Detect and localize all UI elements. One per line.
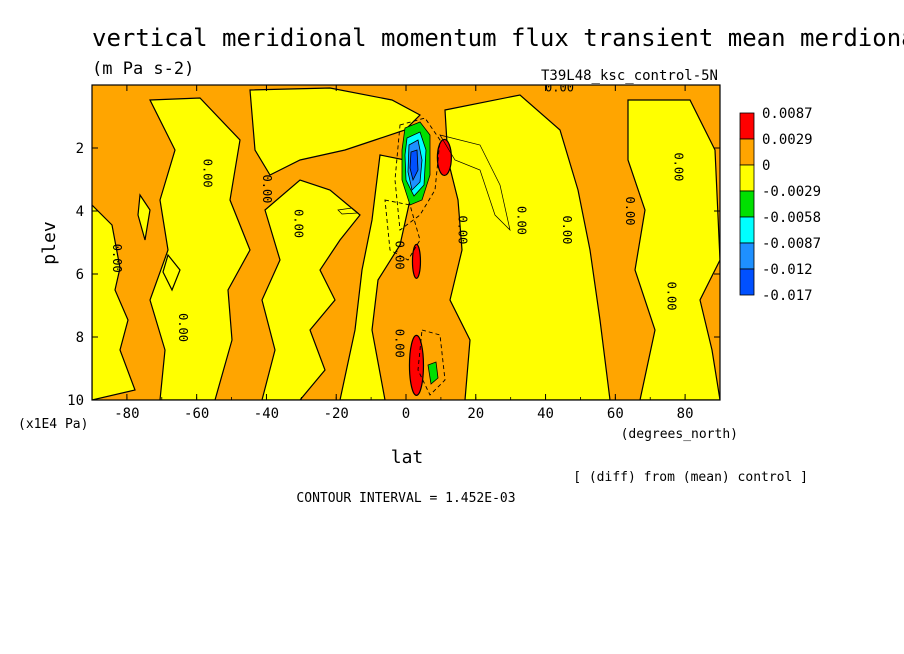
x-tick-label: 80 <box>677 406 694 422</box>
contour-label: 0.00 <box>455 215 469 244</box>
legend-level-label: -0.017 <box>762 288 813 304</box>
thin-contour-2 <box>337 207 359 215</box>
x-units: (degrees_north) <box>621 427 738 442</box>
region-nh-yellow-east <box>444 94 611 400</box>
dashed-contour-3 <box>417 329 446 396</box>
legend-level-label: -0.0087 <box>762 236 821 252</box>
contour-interval: CONTOUR INTERVAL = 1.452E-03 <box>296 491 515 506</box>
x-tick-label: -60 <box>184 406 209 422</box>
legend-level-label: -0.0058 <box>762 210 821 226</box>
legend-swatch <box>739 268 755 296</box>
region-nh-yellow-far <box>627 99 720 400</box>
chart-units: (m Pa s-2) <box>92 59 194 79</box>
contour-label: 0.00 <box>515 206 529 235</box>
contour-label: 0.00 <box>672 152 686 181</box>
legend-level-label: 0 <box>762 158 770 174</box>
y-tick-label: 4 <box>76 204 84 220</box>
footer-note: [ (diff) from (mean) control ] <box>573 470 808 485</box>
x-axis-label: lat <box>391 447 424 468</box>
legend-level-label: -0.012 <box>762 262 813 278</box>
x-axis: -80 -60 -40 -20 0 20 40 60 80 <box>91 85 721 422</box>
contour-label: 0.00 <box>291 209 305 238</box>
x-tick-label: 60 <box>607 406 624 422</box>
legend-swatch <box>739 164 755 192</box>
negative-core <box>401 121 439 385</box>
dashed-contour-2 <box>384 199 421 261</box>
thin-contours <box>337 134 511 232</box>
legend-level-label: 0.0029 <box>762 132 813 148</box>
legend-swatch <box>739 216 755 244</box>
contour-label: 0.00 <box>260 174 274 203</box>
region-red-lower <box>408 334 425 396</box>
color-legend: 0.0087 0.0029 0 -0.0029 -0.0058 -0.0087 -0.012… <box>739 106 821 304</box>
region-core-deep-blue <box>409 149 419 182</box>
contour-label: 0.00 <box>393 329 407 358</box>
contour-label: 0.00 <box>110 244 124 273</box>
contour-label: 0.00 <box>201 159 215 188</box>
legend-level-label: -0.0029 <box>762 184 821 200</box>
x-tick-label: -40 <box>254 406 279 422</box>
y-tick-label: 8 <box>76 330 84 346</box>
contour-label: 0.00 <box>176 313 190 342</box>
region-sh-yellow-west <box>92 204 136 400</box>
legend-swatch <box>739 190 755 218</box>
contour-label: 0.00 <box>560 215 574 244</box>
y-tick-label: 2 <box>76 141 84 157</box>
x-tick-label: 0 <box>402 406 410 422</box>
run-label: T39L48_ksc_control-5N <box>541 68 718 84</box>
region-tropics-yellow <box>249 87 421 176</box>
contour-label: 0.00 <box>665 282 679 311</box>
legend-swatch <box>739 138 755 166</box>
legend-swatch <box>739 242 755 270</box>
region-sh-yellow-small2 <box>162 253 181 292</box>
x-tick-label: -80 <box>114 406 139 422</box>
y-axis-label: plev <box>39 221 60 264</box>
plot-area: 0.00 0.00 0.00 0.00 0.00 0.00 0.00 0.00 0.00 0.00… <box>92 80 720 400</box>
x-tick-label: 20 <box>467 406 484 422</box>
region-sh-yellow-band <box>149 97 251 400</box>
region-sh-yellow-mid <box>261 179 361 400</box>
yellow-regions <box>92 87 720 400</box>
region-sh-yellow-small <box>137 193 151 241</box>
region-red-mid <box>411 243 422 279</box>
dashed-contour-1 <box>394 117 441 231</box>
y-units: (x1E4 Pa) <box>18 417 88 432</box>
positive-maxima <box>408 138 452 396</box>
legend-level-label: 0.0087 <box>762 106 813 122</box>
legend-swatch <box>739 112 755 140</box>
y-tick-label: 10 <box>67 393 84 409</box>
dashed-contours <box>384 117 446 396</box>
thin-contour-1 <box>439 134 511 232</box>
region-core-green-lower <box>427 361 439 385</box>
x-tick-label: -20 <box>324 406 349 422</box>
chart-title: vertical meridional momentum flux transi… <box>92 24 904 52</box>
contour-label: 0.00 <box>393 241 407 270</box>
contour-label: 0.00 <box>623 197 637 226</box>
y-axis: 2 4 6 8 10 <box>67 141 720 409</box>
y-tick-label: 6 <box>76 267 84 283</box>
x-tick-label: 40 <box>537 406 554 422</box>
contour-label: 0.00 <box>545 80 574 94</box>
